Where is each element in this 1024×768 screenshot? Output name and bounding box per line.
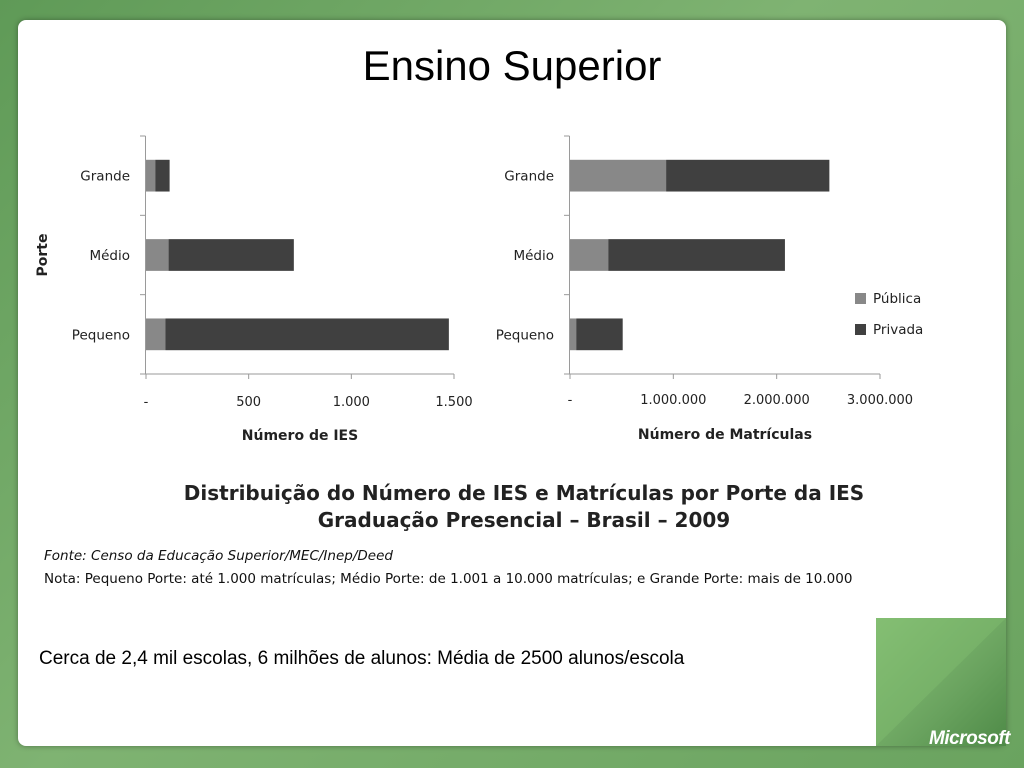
category-label: Grande — [504, 169, 554, 185]
x-tick-label: 1.000 — [333, 395, 370, 410]
x-tick-label: 3.000.000 — [847, 393, 913, 408]
y-axis-title: Porte — [35, 234, 51, 277]
x-tick-label: 500 — [236, 395, 261, 410]
x-tick-label: 1.500 — [435, 395, 472, 410]
x-tick-label: - — [144, 395, 149, 410]
page-title: Ensino Superior — [362, 42, 662, 89]
bar-privada — [608, 239, 785, 271]
x-tick-label: - — [568, 393, 573, 408]
bar-pblica — [146, 159, 156, 192]
legend-swatch — [855, 293, 866, 304]
bar-privada — [666, 159, 830, 192]
figure-heading-line2: Graduação Presencial – Brasil – 2009 — [317, 508, 731, 532]
category-label: Grande — [80, 169, 130, 185]
bar-pblica — [570, 159, 667, 192]
legend-swatch — [855, 324, 866, 335]
bar-privada — [165, 318, 449, 351]
slide-panel — [18, 20, 1006, 746]
source-text: Fonte: Censo da Educação Superior/MEC/In… — [44, 548, 393, 564]
microsoft-logo: Microsoft — [929, 728, 1011, 749]
bar-privada — [168, 239, 294, 271]
bar-pblica — [146, 239, 169, 271]
x-tick-label: 2.000.000 — [744, 393, 810, 408]
slide-caption: Cerca de 2,4 mil escolas, 6 milhões de a… — [39, 648, 685, 669]
corner-fold-decoration — [876, 618, 1006, 746]
category-label: Pequeno — [72, 327, 130, 343]
x-axis-title: Número de Matrículas — [638, 427, 812, 443]
bar-pblica — [570, 318, 577, 351]
bar-privada — [155, 159, 170, 192]
bar-pblica — [146, 318, 166, 351]
bar-privada — [576, 318, 623, 351]
category-label: Pequeno — [496, 327, 554, 343]
bar-pblica — [570, 239, 609, 271]
figure-heading-line1: Distribuição do Número de IES e Matrícul… — [183, 481, 865, 505]
category-label: Médio — [89, 248, 130, 264]
x-tick-label: 1.000.000 — [640, 393, 706, 408]
note-text: Nota: Pequeno Porte: até 1.000 matrícula… — [44, 571, 853, 587]
x-axis-title: Número de IES — [242, 428, 358, 444]
category-label: Médio — [513, 248, 554, 264]
legend-label: Pública — [873, 291, 921, 307]
legend-label: Privada — [873, 322, 923, 338]
